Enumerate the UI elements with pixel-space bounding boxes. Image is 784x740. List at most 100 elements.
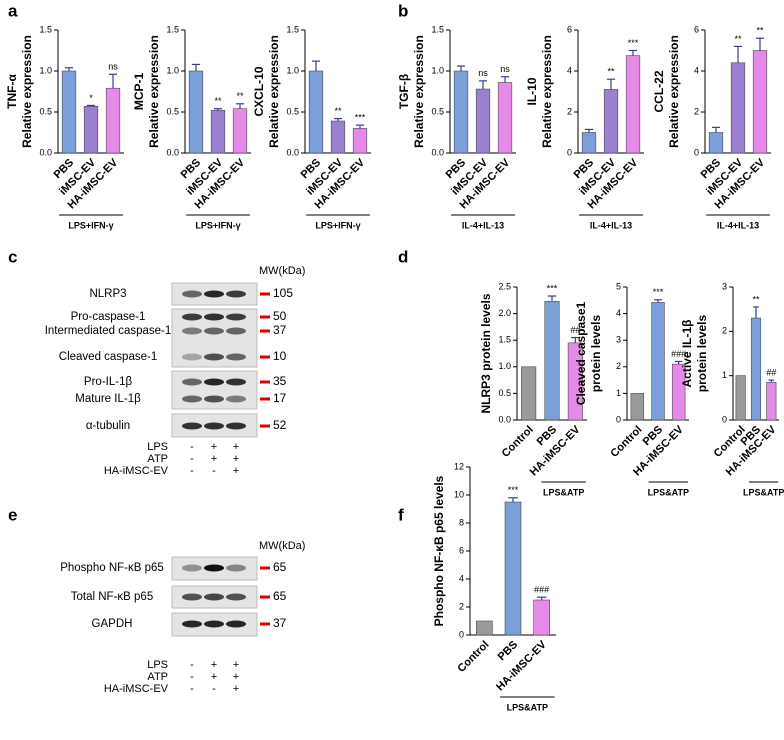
treatment-label: HA-iMSC-EV <box>104 465 169 477</box>
bar <box>308 70 324 154</box>
significance: *** <box>355 112 366 122</box>
mw-label: 52 <box>273 418 287 432</box>
bar <box>752 50 768 154</box>
panel-label: b <box>398 1 408 20</box>
bar <box>651 302 665 421</box>
y-tick-label: 0.0 <box>431 147 444 157</box>
band <box>226 327 246 335</box>
y-tick-label: 1.5 <box>286 24 299 34</box>
band-label: GAPDH <box>92 618 133 630</box>
y-tick-label: 0.5 <box>498 388 511 398</box>
significance: ** <box>214 96 222 106</box>
mw-label: 37 <box>273 323 287 337</box>
panel-label: e <box>8 505 17 524</box>
band <box>226 422 246 430</box>
x-tick-label: Control <box>608 424 644 460</box>
band <box>182 353 202 361</box>
band-label: NLRP3 <box>89 288 126 300</box>
significance: ** <box>756 26 764 36</box>
bar <box>708 132 724 154</box>
mw-header: MW(kDa) <box>259 540 305 552</box>
y-tick-label: 4 <box>567 65 572 75</box>
mw-label: 105 <box>273 286 293 300</box>
treatment-sign: - <box>190 683 194 695</box>
bar <box>533 599 550 636</box>
band <box>182 313 202 321</box>
significance: ** <box>607 67 615 77</box>
band <box>182 395 202 403</box>
y-axis-label: TNF-α <box>5 74 19 109</box>
band-label: Pro-caspase-1 <box>71 311 146 323</box>
y-tick-label: 5 <box>616 281 621 291</box>
significance: ** <box>752 294 760 304</box>
mw-label: 65 <box>273 560 287 574</box>
y-tick-label: 1.5 <box>39 24 52 34</box>
significance: ns <box>478 68 488 78</box>
bar <box>521 366 537 421</box>
treatment-sign: + <box>233 453 239 465</box>
group-label: IL-4+IL-13 <box>717 220 759 230</box>
bar <box>581 132 597 154</box>
y-tick-label: 1.5 <box>498 335 511 345</box>
band <box>204 313 224 321</box>
y-axis-label: Cleaved caspase1 <box>574 301 588 405</box>
y-tick-label: 2.0 <box>498 308 511 318</box>
y-tick-label: 2 <box>616 361 621 371</box>
band <box>182 327 202 335</box>
y-tick-label: 0 <box>567 147 572 157</box>
significance: ns <box>500 64 510 74</box>
y-axis-label: Relative expression <box>412 35 426 148</box>
y-tick-label: 2 <box>459 601 464 611</box>
mw-label: 65 <box>273 589 287 603</box>
y-tick-label: 4 <box>459 573 464 583</box>
y-tick-label: 1.0 <box>431 65 444 75</box>
mw-header: MW(kDa) <box>259 265 305 277</box>
band <box>226 620 246 628</box>
mw-label: 35 <box>273 374 287 388</box>
treatment-sign: - <box>212 465 216 477</box>
y-axis-label: protein levels <box>589 315 603 393</box>
bar <box>630 393 645 421</box>
significance: *** <box>628 38 639 48</box>
band <box>182 290 202 298</box>
treatment-label: LPS <box>147 441 168 453</box>
y-tick-label: 0 <box>722 414 727 424</box>
y-tick-label: 1.5 <box>431 24 444 34</box>
group-label: LPS+IFN-γ <box>315 220 360 230</box>
y-tick-label: 0.5 <box>431 106 444 116</box>
y-tick-label: 1.5 <box>166 24 179 34</box>
group-label: LPS+IFN-γ <box>195 220 240 230</box>
y-tick-label: 3 <box>722 281 727 291</box>
panel-label: a <box>8 1 18 20</box>
bar <box>625 55 641 154</box>
bar <box>188 70 204 154</box>
x-tick-label: PBS <box>496 639 520 663</box>
band <box>226 290 246 298</box>
y-tick-label: 0.0 <box>166 147 179 157</box>
mw-label: 50 <box>273 309 287 323</box>
treatment-label: ATP <box>147 453 168 465</box>
bar <box>330 120 346 154</box>
panel-label: c <box>8 247 17 266</box>
bar <box>476 620 493 636</box>
band <box>204 327 224 335</box>
bar <box>603 89 619 154</box>
x-tick-label: Control <box>455 639 491 675</box>
band <box>182 593 202 601</box>
band <box>182 422 202 430</box>
y-tick-label: 0.5 <box>166 106 179 116</box>
bar <box>83 105 99 154</box>
group-label: LPS&ATP <box>743 487 784 497</box>
y-tick-label: 1.0 <box>286 65 299 75</box>
bar <box>232 108 248 154</box>
band <box>226 313 246 321</box>
significance: *** <box>508 485 519 495</box>
band-label: Phospho NF-κB p65 <box>60 562 164 574</box>
y-tick-label: 1.0 <box>166 65 179 75</box>
significance: ns <box>108 62 118 72</box>
panel-label: d <box>398 247 408 266</box>
treatment-sign: - <box>190 441 194 453</box>
y-tick-label: 8 <box>459 517 464 527</box>
group-label: IL-4+IL-13 <box>590 220 632 230</box>
